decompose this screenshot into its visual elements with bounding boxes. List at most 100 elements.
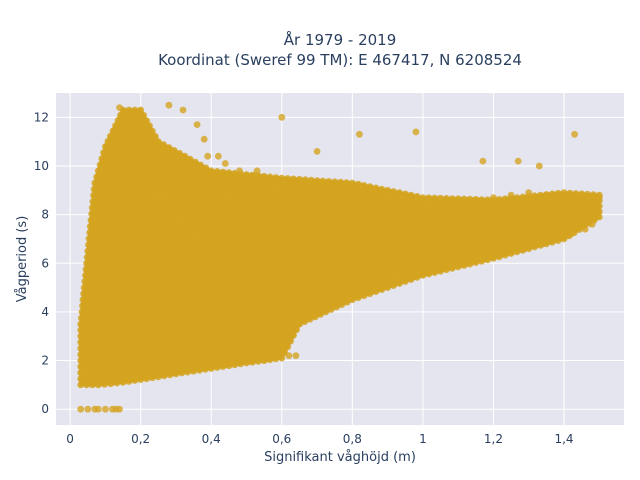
edge-point <box>319 177 327 185</box>
edge-point <box>125 378 133 385</box>
edge-point <box>181 152 189 160</box>
scatter-point <box>87 374 95 381</box>
edge-point <box>84 247 92 255</box>
edge-point <box>278 174 286 182</box>
edge-point <box>495 196 503 203</box>
y-tick-label: 0 <box>41 402 49 416</box>
scatter-point <box>197 233 205 240</box>
edge-point <box>443 195 450 202</box>
edge-point <box>101 380 108 388</box>
scatter-point <box>320 301 328 308</box>
scatter-point <box>306 308 314 316</box>
edge-point <box>327 306 335 313</box>
scatter-point <box>356 130 363 138</box>
edge-point <box>325 178 333 185</box>
scatter-point <box>366 220 374 228</box>
edge-point <box>143 375 151 383</box>
y-axis-ticks: 0 2 4 6 8 10 12 <box>34 110 49 416</box>
edge-point <box>107 132 114 140</box>
scatter-point <box>176 216 183 223</box>
scatter-point <box>370 186 377 194</box>
edge-point <box>454 263 462 271</box>
scatter-point <box>158 189 166 197</box>
scatter-point <box>186 240 194 248</box>
scatter-point <box>320 238 328 245</box>
edge-point <box>338 301 346 308</box>
x-axis-title: Signifikant våghöjd (m) <box>264 450 416 465</box>
scatter-point <box>214 152 222 160</box>
scatter-point <box>119 298 127 306</box>
edge-point <box>590 191 597 199</box>
scatter-point <box>80 369 88 377</box>
edge-point <box>213 364 221 371</box>
edge-point <box>595 202 603 210</box>
scatter-point <box>465 203 473 211</box>
edge-point <box>83 259 90 267</box>
scatter-point <box>151 194 159 202</box>
edge-point <box>366 290 374 298</box>
edge-point <box>437 267 444 275</box>
edge-point <box>575 226 583 234</box>
edge-point <box>80 284 88 291</box>
scatter-point <box>384 191 391 199</box>
edge-point <box>190 367 198 375</box>
scatter-point <box>472 196 480 204</box>
scatter-point <box>539 240 547 248</box>
scatter-point <box>84 362 92 369</box>
edge-point <box>293 326 300 334</box>
edge-point <box>407 276 415 283</box>
edge-point <box>219 168 227 176</box>
edge-point <box>390 188 397 195</box>
scatter-point <box>98 313 106 321</box>
scatter-point <box>412 128 420 136</box>
edge-point <box>131 377 139 384</box>
edge-point <box>79 296 87 304</box>
scatter-point <box>588 220 596 228</box>
edge-point <box>77 357 85 364</box>
edge-point <box>484 196 491 204</box>
edge-point <box>88 210 95 218</box>
edge-point <box>566 189 574 197</box>
scatter-point <box>154 366 162 374</box>
y-tick-label: 6 <box>41 256 49 270</box>
scatter-point <box>476 255 483 262</box>
edge-point <box>595 213 603 221</box>
scatter-point <box>165 325 173 333</box>
scatter-point <box>165 101 173 109</box>
scatter-point <box>169 206 176 214</box>
edge-point <box>143 117 151 124</box>
edge-point <box>407 191 415 199</box>
scatter-point <box>232 213 240 221</box>
edge-point <box>484 256 491 264</box>
scatter-point <box>507 191 515 199</box>
edge-point <box>519 193 527 201</box>
scatter-point <box>292 352 300 360</box>
edge-point <box>560 189 568 197</box>
scatter-point <box>285 352 293 360</box>
scatter-point <box>313 189 321 197</box>
scatter-points <box>77 101 603 413</box>
edge-point <box>207 167 215 175</box>
edge-point <box>86 229 94 236</box>
edge-point <box>213 168 221 175</box>
scatter-point <box>186 362 194 369</box>
scatter-point <box>454 199 462 206</box>
scatter-point <box>221 160 229 167</box>
edge-point <box>77 363 85 370</box>
scatter-point <box>412 196 420 204</box>
edge-point <box>86 222 94 230</box>
scatter-point <box>423 208 430 216</box>
scatter-point <box>250 347 257 355</box>
scatter-point <box>172 182 180 189</box>
edge-point <box>272 355 280 363</box>
scatter-point <box>535 162 543 170</box>
scatter-point <box>80 340 88 347</box>
edge-point <box>154 138 162 146</box>
edge-point <box>513 194 521 202</box>
edge-point <box>77 332 85 340</box>
x-tick-label: 0,6 <box>272 432 291 446</box>
edge-point <box>77 375 85 383</box>
scatter-point <box>363 281 370 289</box>
edge-point <box>595 208 603 216</box>
x-tick-label: 1,2 <box>484 432 503 446</box>
